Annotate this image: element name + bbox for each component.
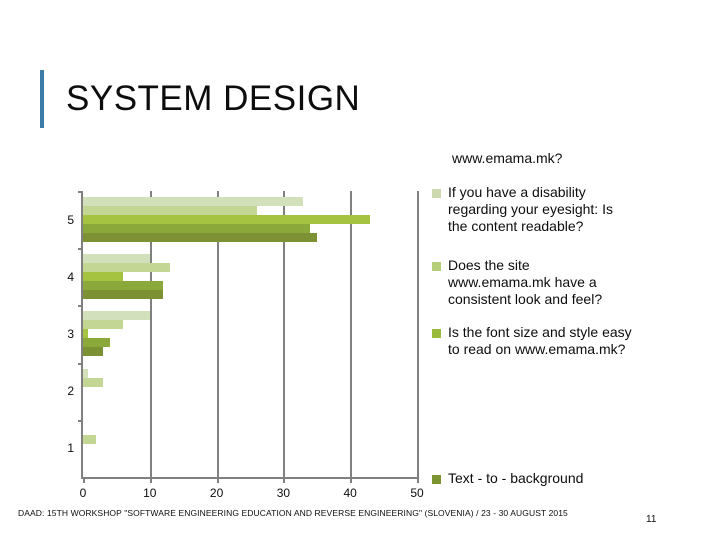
bar-cat5-series4 [83,224,311,234]
x-tick-label-40: 40 [343,486,357,500]
gridline-10 [149,191,152,477]
page-number: 11 [646,514,657,525]
slide-footer: DAAD: 15TH WORKSHOP "SOFTWARE ENGINEERIN… [18,508,618,519]
bar-cat5-series2 [83,206,257,216]
y-tick-label-2: 2 [67,384,74,399]
footer-text: DAAD: 15TH WORKSHOP "SOFTWARE ENGINEERIN… [18,508,568,518]
bar-cat4-series5 [83,290,164,300]
bar-chart: 1 2 3 4 5 0 10 20 30 40 50 [0,150,720,500]
legend-item-0[interactable]: If you have a disability regarding your … [432,184,720,235]
slide-title-area: SYSTEM DESIGN [40,68,360,130]
bar-cat4-series4 [83,281,164,291]
bar-cat4-series2 [83,263,170,273]
legend-swatch-icon-1 [432,262,441,271]
gridline-40 [350,191,353,477]
legend-swatch-icon-3 [432,475,441,484]
y-tick-2 [78,362,83,365]
legend-label-0: If you have a disability regarding your … [448,184,613,234]
bar-cat5-series1 [83,197,304,207]
y-tick-label-5: 5 [67,212,74,227]
chart-bars-layer [83,191,417,477]
bar-group-5 [83,191,417,248]
legend-label-1: Does the site www.emama.mk have a consis… [448,257,603,307]
y-tick-label-4: 4 [67,269,74,284]
bar-cat3-series2 [83,320,124,330]
x-tick-label-20: 20 [209,486,224,500]
y-tick-5 [78,191,83,193]
bar-cat3-series1 [83,311,150,321]
bar-group-1 [83,420,417,477]
legend-label-3: Text - to - background [448,470,584,486]
y-tick-1 [78,419,83,422]
x-tick-30 [283,477,286,483]
legend-swatch-icon-0 [432,189,441,198]
y-tick-3 [78,305,83,308]
legend-item-3[interactable]: Text - to - background [432,470,583,487]
page-title: SYSTEM DESIGN [66,79,361,118]
gridline-20 [216,191,219,477]
x-tick-label-0: 0 [79,486,87,500]
x-tick-20 [216,477,219,483]
legend-label-2: Is the font size and style easy to read … [448,324,632,357]
bar-cat4-series3 [83,272,124,282]
legend-item-2[interactable]: Is the font size and style easy to read … [432,324,720,358]
bar-group-4 [83,248,417,305]
x-tick-0 [83,477,85,483]
bar-group-2 [83,363,417,420]
legend-item-1[interactable]: Does the site www.emama.mk have a consis… [432,257,720,308]
chart-legend: www.emama.mk? If you have a disability r… [432,150,720,486]
x-tick-label-10: 10 [143,486,157,500]
legend-heading: www.emama.mk? [452,150,563,166]
y-tick-label-3: 3 [67,327,74,341]
chart-plot-area: 1 2 3 4 5 0 10 20 30 40 50 [67,191,424,500]
bar-cat2-series2 [83,377,104,387]
gridline-30 [283,191,286,477]
x-tick-10 [149,477,152,483]
bar-group-3 [83,305,417,362]
bar-cat4-series1 [83,254,150,264]
bar-cat5-series3 [83,215,371,225]
bar-cat3-series3 [83,329,88,339]
title-accent-bar [40,70,44,128]
bar-cat2-series1 [83,368,88,378]
y-tick-label-1: 1 [67,441,74,456]
legend-swatch-icon-2 [432,329,441,338]
bar-cat5-series5 [83,233,317,243]
bar-cat1-series2 [83,434,97,444]
x-tick-label-30: 30 [276,486,291,500]
x-tick-40 [350,477,353,483]
bar-cat3-series5 [83,347,104,357]
x-tick-50 [417,477,419,483]
x-tick-label-50: 50 [410,486,424,500]
y-tick-4 [78,248,83,251]
gridline-50 [417,191,419,477]
bar-cat3-series4 [83,338,110,348]
